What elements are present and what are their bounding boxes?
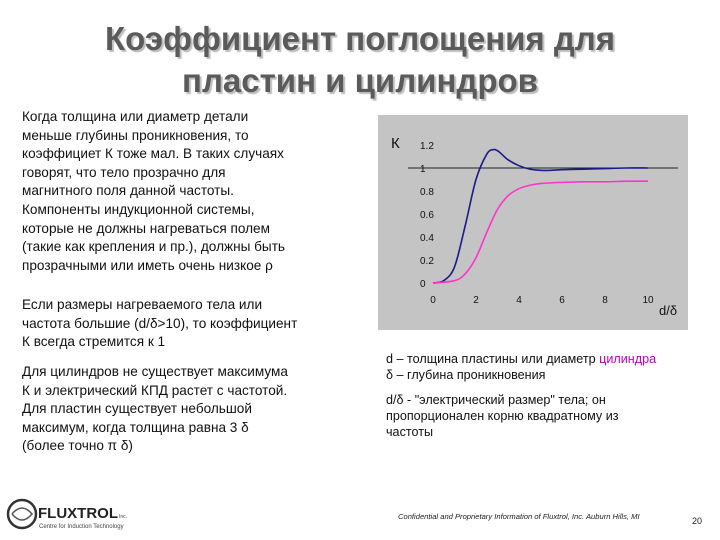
text-line: частоты [386,425,434,439]
text-line: Для пластин существует небольшой [22,401,252,417]
text-line: d/δ - "электрический размер" тела; он [386,393,606,407]
text-line: меньше глубины проникновения, то [22,127,249,143]
text-line: (более точно π δ) [22,438,133,454]
x-tick-label: 8 [602,295,608,306]
x-tick-label: 6 [559,295,565,306]
x-tick-label: 0 [430,295,436,306]
x-tick-labels: 0 2 4 6 8 10 [430,295,654,306]
page-number: 20 [692,516,703,526]
text-line: частота большие (d/δ>10), то коэффициент [22,315,298,331]
text-line: прозрачными или иметь очень низкое ρ [22,257,273,273]
definition-d-text: d – толщина пластины или диаметр [386,352,600,366]
text-line: (такие как крепления и пр.), должны быть [22,239,286,255]
paragraph-cylinders: Для цилиндров не существует максимума К … [22,363,288,456]
definition-d-highlight: цилиндра [599,352,657,366]
text-line: пропорционален корню квадратному из [386,409,619,423]
text-line: которые не должны нагреваться полем [22,220,270,236]
y-tick-label: 0 [420,279,426,290]
logo-tagline: Centre for Induction Technology [39,524,124,530]
fluxtrol-logo: FLUXTROL Inc. Centre for Induction Techn… [6,498,127,530]
definitions-caption: d – толщина пластины или диаметр цилиндр… [386,351,656,383]
text-line: магнитного поля данной частоты. [22,183,234,199]
x-tick-label: 2 [473,295,479,306]
y-tick-label: 0.6 [420,210,434,221]
text-line: Для цилиндров не существует максимума [22,364,288,379]
y-tick-label: 0.2 [420,256,434,267]
text-line: Если размеры нагреваемого тела или [22,297,263,312]
cylinder-series-line [432,180,649,284]
logo-suffix: Inc. [119,514,127,520]
definition-d: d – толщина пластины или диаметр цилиндр… [386,351,656,367]
text-line: К всегда стремится к 1 [22,334,166,350]
plate-series-line [432,148,649,284]
text-line: Когда толщина или диаметр детали [22,109,249,124]
y-tick-label: 0.8 [420,187,434,198]
logo-swirl-icon [11,507,33,521]
absorption-coefficient-chart: К d/δ 1.2 1 0.8 0.6 0.4 0.2 0 0 2 4 6 8 10 [378,115,688,330]
y-tick-label: 1 [420,164,426,175]
logo-wordmark: FLUXTROL [38,505,118,522]
paragraph-large-size: Если размеры нагреваемого тела или часто… [22,296,297,352]
logo-circle-icon [6,498,38,530]
paragraph-transparency: Когда толщина или диаметр детали меньше … [22,108,285,275]
x-tick-label: 10 [642,295,654,306]
text-line: К и электрический КПД растет с частотой. [22,382,288,398]
plot-background [378,115,688,330]
title-line-2: пластин и цилиндров [182,62,538,99]
text-line: говорят, что тело прозрачно для [22,164,226,180]
x-axis-label: d/δ [659,303,677,318]
definition-delta: δ – глубина проникновения [386,368,546,382]
y-tick-labels: 1.2 1 0.8 0.6 0.4 0.2 0 [420,141,434,290]
title-line-1: Коэффициент поглощения для [104,20,616,57]
text-line: максимум, когда толщина равна 3 δ [22,419,249,435]
y-axis-label: К [391,135,400,152]
series-curves [432,148,649,284]
y-tick-label: 0.4 [420,233,434,244]
text-line: Компоненты индукционной системы, [22,201,255,217]
text-line: коэффициет К тоже мал. В таких случаях [22,146,284,162]
electrical-size-caption: d/δ - "электрический размер" тела; он пр… [386,392,619,440]
confidential-notice: Confidential and Proprietary Information… [398,512,640,521]
y-tick-label: 1.2 [420,141,434,152]
slide-title: Коэффициент поглощения для пластин и цил… [0,18,720,102]
x-tick-label: 4 [516,295,522,306]
